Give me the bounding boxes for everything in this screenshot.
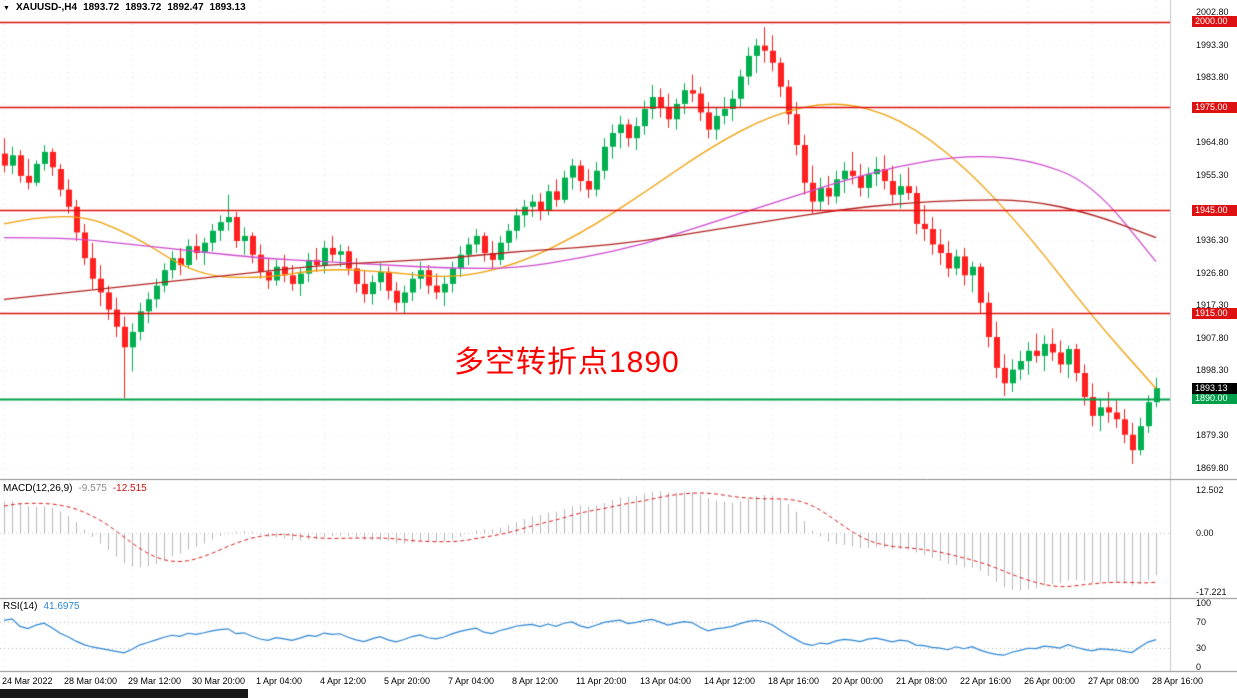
chart-header: ▼ XAUUSD-,H4 1893.72 1893.72 1892.47 189… [3,2,246,13]
macd-signal-value: -12.515 [112,483,147,494]
rsi-scale-label: 0 [1196,662,1202,672]
macd-indicator-label: MACD(12,26,9) -9.575 -12.515 [3,483,147,494]
time-axis-label: 22 Apr 16:00 [960,676,1012,686]
rsi-scale-label: 70 [1196,617,1207,628]
price-tick-label: 1898.30 [1196,365,1229,376]
macd-scale-label: -17.221 [1196,587,1227,598]
price-level-badge: 1945.00 [1192,204,1237,216]
time-axis-label: 21 Apr 08:00 [896,676,948,686]
time-axis-label: 26 Apr 00:00 [1024,676,1076,686]
price-tick-label: 1907.80 [1196,332,1229,343]
time-axis-label: 7 Apr 04:00 [448,676,495,686]
macd-main-value: -9.575 [78,483,107,494]
time-axis-label: 13 Apr 04:00 [640,676,692,686]
time-axis-label: 14 Apr 12:00 [704,676,756,686]
price-tick-label: 1926.80 [1196,267,1229,278]
price-tick-label: 1936.30 [1196,235,1229,245]
price-level-badge: 1890.00 [1192,393,1237,405]
ohlc-close-value: 1893.13 [209,2,246,13]
macd-scale-label: 0.00 [1196,528,1214,538]
price-level-badge: 1915.00 [1192,307,1237,319]
time-axis-label: 4 Apr 12:00 [320,676,367,686]
rsi-name: RSI(14) [3,601,38,612]
time-axis-label: 28 Apr 16:00 [1152,676,1204,686]
symbol-dropdown-icon[interactable]: ▼ [3,4,10,12]
price-level-badge: 1975.00 [1192,101,1237,113]
rsi-scale-label: 30 [1196,642,1207,653]
time-axis-label: 5 Apr 20:00 [384,676,431,686]
current-price-badge: 1893.13 [1192,382,1237,394]
price-level-badge: 2000.00 [1192,16,1237,28]
macd-scale-label: 12.502 [1196,485,1224,495]
time-axis-label: 18 Apr 16:00 [768,676,820,686]
price-tick-label: 1983.80 [1196,72,1229,83]
symbol-timeframe-label: XAUUSD-,H4 [15,2,78,13]
time-axis-label: 1 Apr 04:00 [256,676,303,686]
bottom-dark-strip [0,689,248,698]
ohlc-high-value: 1893.72 [125,2,162,13]
rsi-scale-label: 100 [1196,598,1212,608]
rsi-value: 41.6975 [43,601,80,612]
chart-annotation-text: 多空转折点1890 [454,346,680,379]
ohlc-open-value: 1893.72 [83,2,120,13]
price-tick-label: 1869.80 [1196,463,1229,473]
price-tick-label: 1993.30 [1196,39,1229,50]
time-axis-label: 24 Mar 2022 [2,676,53,686]
time-axis-label: 27 Apr 08:00 [1088,676,1140,686]
rsi-indicator-label: RSI(14) 41.6975 [3,601,80,612]
price-tick-label: 1879.30 [1196,430,1229,441]
time-axis-label: 11 Apr 20:00 [576,676,627,686]
time-axis-label: 30 Mar 20:00 [192,676,246,686]
time-axis-label: 29 Mar 12:00 [128,676,182,686]
price-tick-label: 2002.80 [1196,7,1229,17]
ohlc-low-value: 1892.47 [167,2,204,13]
time-axis-label: 28 Mar 04:00 [64,676,118,686]
macd-name: MACD(12,26,9) [3,483,73,494]
price-tick-label: 1964.80 [1196,137,1229,148]
time-axis-label: 20 Apr 00:00 [832,676,884,686]
time-axis-label: 8 Apr 12:00 [512,676,559,686]
price-tick-label: 1917.30 [1196,300,1229,311]
price-tick-label: 1955.30 [1196,169,1229,180]
